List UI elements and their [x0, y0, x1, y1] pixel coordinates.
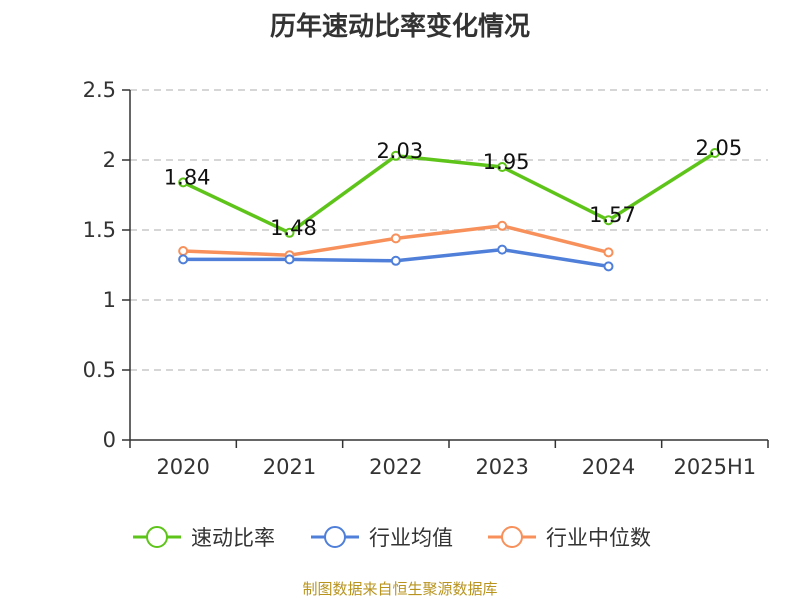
legend-item[interactable]: 行业均值 [311, 526, 453, 550]
series-lines [178, 148, 720, 272]
series-line [182, 151, 716, 235]
data-point[interactable] [390, 233, 401, 244]
data-label: 1.95 [483, 150, 530, 174]
data-point[interactable] [603, 261, 614, 272]
legend-label: 行业中位数 [546, 526, 651, 550]
data-point[interactable] [390, 255, 401, 266]
data-point[interactable] [497, 220, 508, 231]
data-point[interactable] [497, 162, 508, 172]
data-point[interactable] [178, 177, 189, 188]
data-point[interactable] [178, 246, 189, 256]
data-point[interactable] [709, 148, 720, 158]
data-point[interactable] [603, 215, 614, 226]
x-tick-label: 2022 [369, 455, 422, 479]
legend-label: 行业均值 [369, 526, 453, 550]
x-tick-label: 2021 [263, 455, 316, 479]
legend: 速动比率 行业均值 行业中位数 [133, 526, 651, 550]
x-tick-label: 2020 [156, 455, 209, 479]
legend-swatch-marker [146, 526, 168, 548]
x-tick-label: 2024 [582, 455, 635, 479]
legend-item[interactable]: 速动比率 [133, 526, 275, 550]
data-point[interactable] [390, 150, 401, 161]
data-label: 1.84 [164, 165, 211, 189]
data-point[interactable] [603, 247, 614, 258]
data-label: 2.05 [695, 136, 742, 160]
y-tick-label: 1 [103, 288, 116, 312]
data-label: 1.48 [270, 216, 317, 240]
y-tick-label: 1.5 [83, 218, 116, 242]
y-tick-label: 0.5 [83, 358, 116, 382]
data-point[interactable] [284, 227, 295, 238]
data-point[interactable] [178, 254, 189, 265]
source-note: 制图数据来自恒生聚源数据库 [302, 580, 498, 598]
y-tick-label: 2 [103, 148, 116, 172]
y-tick-label: 0 [103, 428, 116, 452]
grid-lines [130, 89, 768, 371]
legend-swatch-marker [501, 526, 523, 548]
x-tick-label: 2025H1 [674, 455, 757, 479]
y-tick-label: 2.5 [83, 78, 116, 102]
chart-title: 历年速动比率变化情况 [269, 12, 530, 42]
data-label: 2.03 [376, 139, 423, 163]
legend-label: 速动比率 [191, 526, 275, 550]
data-point[interactable] [284, 254, 295, 265]
data-label: 1.57 [589, 203, 636, 227]
axes: 0 0.5 1 1.5 2 2.5 2020 2021 2022 2023 2024 2025H1 [83, 78, 769, 479]
data-labels: 1.84 1.48 2.03 1.95 1.57 2.05 [164, 136, 742, 240]
legend-item[interactable]: 行业中位数 [488, 526, 651, 550]
x-tick-label: 2023 [475, 455, 528, 479]
legend-swatch-marker [324, 526, 346, 548]
data-point[interactable] [497, 244, 508, 255]
